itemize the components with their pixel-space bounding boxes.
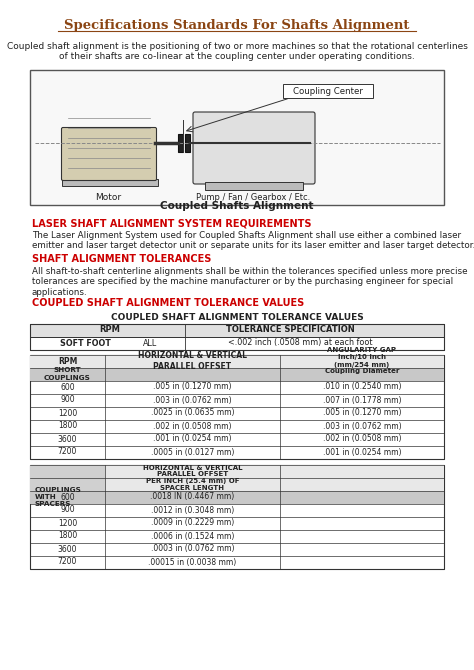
Text: 7200: 7200 <box>58 448 77 456</box>
Text: .003 in (0.0762 mm): .003 in (0.0762 mm) <box>323 421 401 431</box>
Text: The Laser Alignment System used for Coupled Shafts Alignment shall use either a : The Laser Alignment System used for Coup… <box>32 231 474 251</box>
Text: Specifications Standards For Shafts Alignment: Specifications Standards For Shafts Alig… <box>64 19 410 33</box>
Bar <box>30 355 444 459</box>
Text: .007 in (0.1778 mm): .007 in (0.1778 mm) <box>323 395 401 405</box>
Text: .0003 in (0.0762 mm): .0003 in (0.0762 mm) <box>151 545 234 553</box>
Text: 7200: 7200 <box>58 557 77 567</box>
Text: 1200: 1200 <box>58 519 77 527</box>
Bar <box>30 491 444 504</box>
Text: 600: 600 <box>60 383 75 391</box>
Bar <box>30 465 105 491</box>
Text: TOLERANCE SPECIFICATION: TOLERANCE SPECIFICATION <box>226 326 355 334</box>
Bar <box>280 465 444 491</box>
Bar <box>30 70 444 205</box>
Text: SHAFT ALIGNMENT TOLERANCES: SHAFT ALIGNMENT TOLERANCES <box>32 254 211 264</box>
Bar <box>30 337 444 350</box>
Bar <box>205 182 303 190</box>
Text: .0006 in (0.1524 mm): .0006 in (0.1524 mm) <box>151 531 234 541</box>
Text: 600: 600 <box>60 492 75 502</box>
Text: .0025 in (0.0635 mm): .0025 in (0.0635 mm) <box>151 409 234 417</box>
Text: 1800: 1800 <box>58 421 77 431</box>
Bar <box>30 355 444 368</box>
Text: COUPLED SHAFT ALIGNMENT TOLERANCE VALUES: COUPLED SHAFT ALIGNMENT TOLERANCE VALUES <box>32 298 304 308</box>
Text: SOFT FOOT: SOFT FOOT <box>60 338 110 348</box>
Bar <box>283 84 373 98</box>
Text: All shaft-to-shaft centerline alignments shall be within the tolerances specifie: All shaft-to-shaft centerline alignments… <box>32 267 467 297</box>
Bar <box>30 368 444 381</box>
Text: 3600: 3600 <box>58 435 77 444</box>
Text: .003 in (0.0762 mm): .003 in (0.0762 mm) <box>153 395 232 405</box>
FancyBboxPatch shape <box>193 112 315 184</box>
Text: Coupled shaft alignment is the positioning of two or more machines so that the r: Coupled shaft alignment is the positioni… <box>7 42 467 62</box>
Text: ALL: ALL <box>143 338 157 348</box>
Text: 1800: 1800 <box>58 531 77 541</box>
Text: HORIZONTAL & VERTICAL
PARALLEL OFFSET: HORIZONTAL & VERTICAL PARALLEL OFFSET <box>138 351 247 371</box>
Text: Coupling Center: Coupling Center <box>293 86 363 96</box>
Text: .0009 in (0.2229 mm): .0009 in (0.2229 mm) <box>151 519 234 527</box>
Text: 900: 900 <box>60 395 75 405</box>
Text: <.002 inch (.0508 mm) at each foot: <.002 inch (.0508 mm) at each foot <box>228 338 372 348</box>
Text: COUPLED SHAFT ALIGNMENT TOLERANCE VALUES: COUPLED SHAFT ALIGNMENT TOLERANCE VALUES <box>110 313 364 322</box>
Text: .0012 in (0.3048 mm): .0012 in (0.3048 mm) <box>151 505 234 515</box>
Bar <box>185 134 190 152</box>
Text: .010 in (0.2540 mm): .010 in (0.2540 mm) <box>323 383 401 391</box>
Text: .0018 IN (0.4467 mm): .0018 IN (0.4467 mm) <box>150 492 235 502</box>
Text: SHORT
COUPLINGS: SHORT COUPLINGS <box>44 368 91 381</box>
FancyBboxPatch shape <box>62 127 156 180</box>
Text: .005 in (0.1270 mm): .005 in (0.1270 mm) <box>153 383 232 391</box>
Text: .001 in (0.0254 mm): .001 in (0.0254 mm) <box>323 448 401 456</box>
Text: Motor: Motor <box>95 193 121 202</box>
Bar <box>105 465 280 491</box>
Text: .002 in (0.0508 mm): .002 in (0.0508 mm) <box>153 421 232 431</box>
Text: .00015 in (0.0038 mm): .00015 in (0.0038 mm) <box>148 557 237 567</box>
Text: .002 in (0.0508 mm): .002 in (0.0508 mm) <box>323 435 401 444</box>
Text: .005 in (0.1270 mm): .005 in (0.1270 mm) <box>323 409 401 417</box>
Text: 900: 900 <box>60 505 75 515</box>
Text: Pump / Fan / Gearbox / Etc.: Pump / Fan / Gearbox / Etc. <box>196 193 310 202</box>
Text: Coupled Shafts Alignment: Coupled Shafts Alignment <box>160 201 314 211</box>
Text: 1200: 1200 <box>58 409 77 417</box>
Bar <box>30 324 444 337</box>
Bar <box>178 134 183 152</box>
Text: HORIZONTAL & VERTICAL
PARALLEL OFFSET
PER INCH (25.4 mm) OF
SPACER LENGTH: HORIZONTAL & VERTICAL PARALLEL OFFSET PE… <box>143 464 242 492</box>
Text: RPM: RPM <box>100 326 120 334</box>
Bar <box>30 465 444 569</box>
Text: COUPLINGS
WITH
SPACERS: COUPLINGS WITH SPACERS <box>35 487 82 507</box>
Text: .0005 in (0.0127 mm): .0005 in (0.0127 mm) <box>151 448 234 456</box>
Text: RPM: RPM <box>58 356 77 366</box>
Bar <box>62 179 158 186</box>
Text: LASER SHAFT ALIGNMENT SYSTEM REQUIREMENTS: LASER SHAFT ALIGNMENT SYSTEM REQUIREMENT… <box>32 218 311 228</box>
Bar <box>30 324 444 350</box>
Text: ANGULARITY GAP
Inch/10 inch
(mm/254 mm)
Coupling Diameter: ANGULARITY GAP Inch/10 inch (mm/254 mm) … <box>325 348 399 375</box>
Text: 3600: 3600 <box>58 545 77 553</box>
Text: .001 in (0.0254 mm): .001 in (0.0254 mm) <box>153 435 232 444</box>
